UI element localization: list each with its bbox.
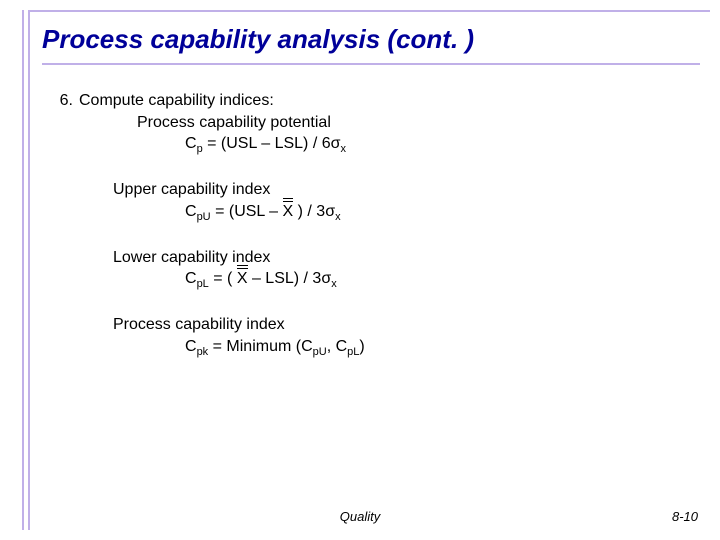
f3-sub2: x — [331, 279, 337, 291]
list-number: 6. — [55, 90, 79, 112]
f4-mid2: , C — [327, 338, 347, 355]
f3-sub: pL — [197, 279, 209, 291]
f2-sub: pU — [197, 211, 211, 223]
section-4: Process capability index Cpk = Minimum (… — [55, 314, 690, 360]
f4-sub2: pU — [313, 346, 327, 358]
footer-page-number: 8-10 — [672, 509, 698, 524]
title-underline — [42, 63, 700, 65]
f3-post: – LSL) / 3σ — [248, 270, 332, 287]
f3-x: X — [237, 270, 248, 287]
section-1: 6. Compute capability indices: Process c… — [55, 90, 690, 157]
f2-pre: C — [185, 203, 197, 220]
f4-pre: C — [185, 338, 197, 355]
f2-x: X — [283, 203, 294, 220]
f2-post: ) / 3σ — [293, 203, 335, 220]
footer-center: Quality — [0, 509, 720, 524]
f1-sub2: x — [340, 143, 346, 155]
section-2: Upper capability index CpU = (USL – X ) … — [55, 179, 690, 225]
f4-sub3: pL — [347, 346, 359, 358]
f2-mid: = (USL – — [211, 203, 283, 220]
left-border-line-2 — [28, 10, 30, 530]
left-border-line-1 — [22, 10, 24, 530]
section2-label: Upper capability index — [113, 179, 690, 201]
top-border-line — [28, 10, 710, 12]
xbar-icon: X — [283, 201, 294, 223]
f1-pre: C — [185, 135, 197, 152]
f3-pre: C — [185, 270, 197, 287]
formula-2: CpU = (USL – X ) / 3σx — [185, 201, 690, 225]
slide-title: Process capability analysis (cont. ) — [42, 24, 700, 61]
f3-mid: = ( — [209, 270, 237, 287]
formula-4: Cpk = Minimum (CpU, CpL) — [185, 336, 690, 360]
xbar-icon: X — [237, 268, 248, 290]
f4-mid: = Minimum (C — [208, 338, 312, 355]
title-region: Process capability analysis (cont. ) — [42, 24, 700, 65]
slide-content: 6. Compute capability indices: Process c… — [55, 90, 690, 382]
f2-sub2: x — [335, 211, 341, 223]
section3-label: Lower capability index — [113, 247, 690, 269]
section1-label: Process capability potential — [137, 112, 690, 134]
f4-sub: pk — [197, 346, 209, 358]
formula-3: CpL = ( X – LSL) / 3σx — [185, 268, 690, 292]
section4-label: Process capability index — [113, 314, 690, 336]
formula-1: Cp = (USL – LSL) / 6σx — [185, 133, 690, 157]
f4-post: ) — [359, 338, 364, 355]
heading-text: Compute capability indices: — [79, 90, 274, 112]
section-3: Lower capability index CpL = ( X – LSL) … — [55, 247, 690, 293]
f1-post: = (USL – LSL) / 6σ — [203, 135, 341, 152]
